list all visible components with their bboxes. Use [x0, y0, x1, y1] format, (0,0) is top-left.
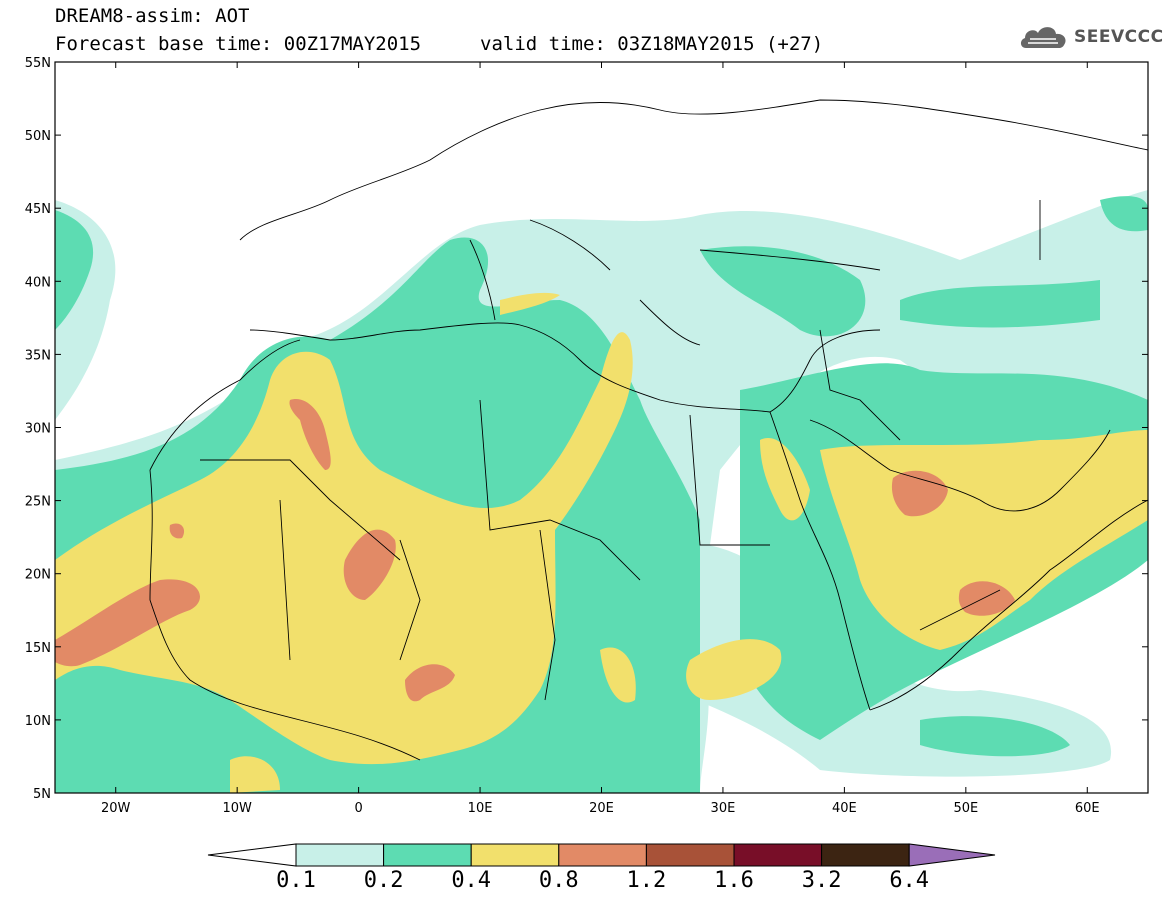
- lat-label: 10N: [25, 714, 51, 729]
- lat-label: 50N: [25, 129, 51, 144]
- colorbar-label: 3.2: [801, 868, 842, 893]
- lat-label: 25N: [25, 495, 51, 510]
- aot-class-0.8: [55, 399, 1015, 702]
- lat-label: 30N: [25, 422, 51, 437]
- lon-label: 30E: [711, 801, 736, 816]
- lon-label: 40E: [832, 801, 857, 816]
- lat-label: 35N: [25, 348, 51, 363]
- lon-label: 50E: [953, 801, 978, 816]
- colorbar-box: [821, 843, 910, 867]
- lon-label: 20E: [589, 801, 614, 816]
- colorbar-over-arrow: [908, 843, 996, 867]
- valid-time: valid time: 03Z18MAY2015 (+27): [480, 33, 824, 55]
- lat-axis: 55N 50N 45N 40N 35N 30N 25N 20N 15N 10N 5N: [25, 56, 1148, 802]
- seevccc-logo: SEEVCCC: [1018, 22, 1164, 52]
- forecast-base-time: Forecast base time: 00Z17MAY2015: [55, 33, 422, 55]
- colorbar-box: [383, 843, 472, 867]
- lon-label: 60E: [1075, 801, 1100, 816]
- lon-label: 20W: [101, 801, 131, 816]
- lat-label: 45N: [25, 202, 51, 217]
- colorbar-label: 0.2: [363, 868, 404, 893]
- colorbar-label: 6.4: [889, 868, 930, 893]
- lat-label: 20N: [25, 568, 51, 583]
- colorbar-label: 0.4: [451, 868, 492, 893]
- lon-label: 10W: [222, 801, 252, 816]
- lon-axis: 20W 10W 0 10E 20E 30E 40E 50E 60E: [101, 62, 1100, 816]
- colorbar-under-arrow: [207, 843, 297, 867]
- colorbar-label: 0.1: [276, 868, 316, 893]
- logo-text: SEEVCCC: [1074, 27, 1164, 47]
- colorbar-box: [295, 843, 385, 867]
- colorbar-box: [558, 843, 647, 867]
- colorbar-label: 0.8: [538, 868, 579, 893]
- coastlines: [149, 99, 1148, 761]
- aot-fields: [55, 190, 1148, 793]
- lon-label: 0: [354, 801, 362, 816]
- colorbar-label: 1.6: [714, 868, 754, 893]
- colorbar-label: 1.2: [626, 868, 667, 893]
- lat-label: 15N: [25, 641, 51, 656]
- lat-label: 55N: [25, 56, 51, 71]
- lon-label: 10E: [468, 801, 493, 816]
- cloud-icon: [1020, 27, 1066, 48]
- colorbar-box: [470, 843, 560, 867]
- lat-label: 5N: [33, 787, 51, 802]
- colorbar-box: [645, 843, 735, 867]
- map-title: DREAM8-assim: AOT: [55, 5, 250, 27]
- colorbar-box: [733, 843, 823, 867]
- lat-label: 40N: [25, 275, 51, 290]
